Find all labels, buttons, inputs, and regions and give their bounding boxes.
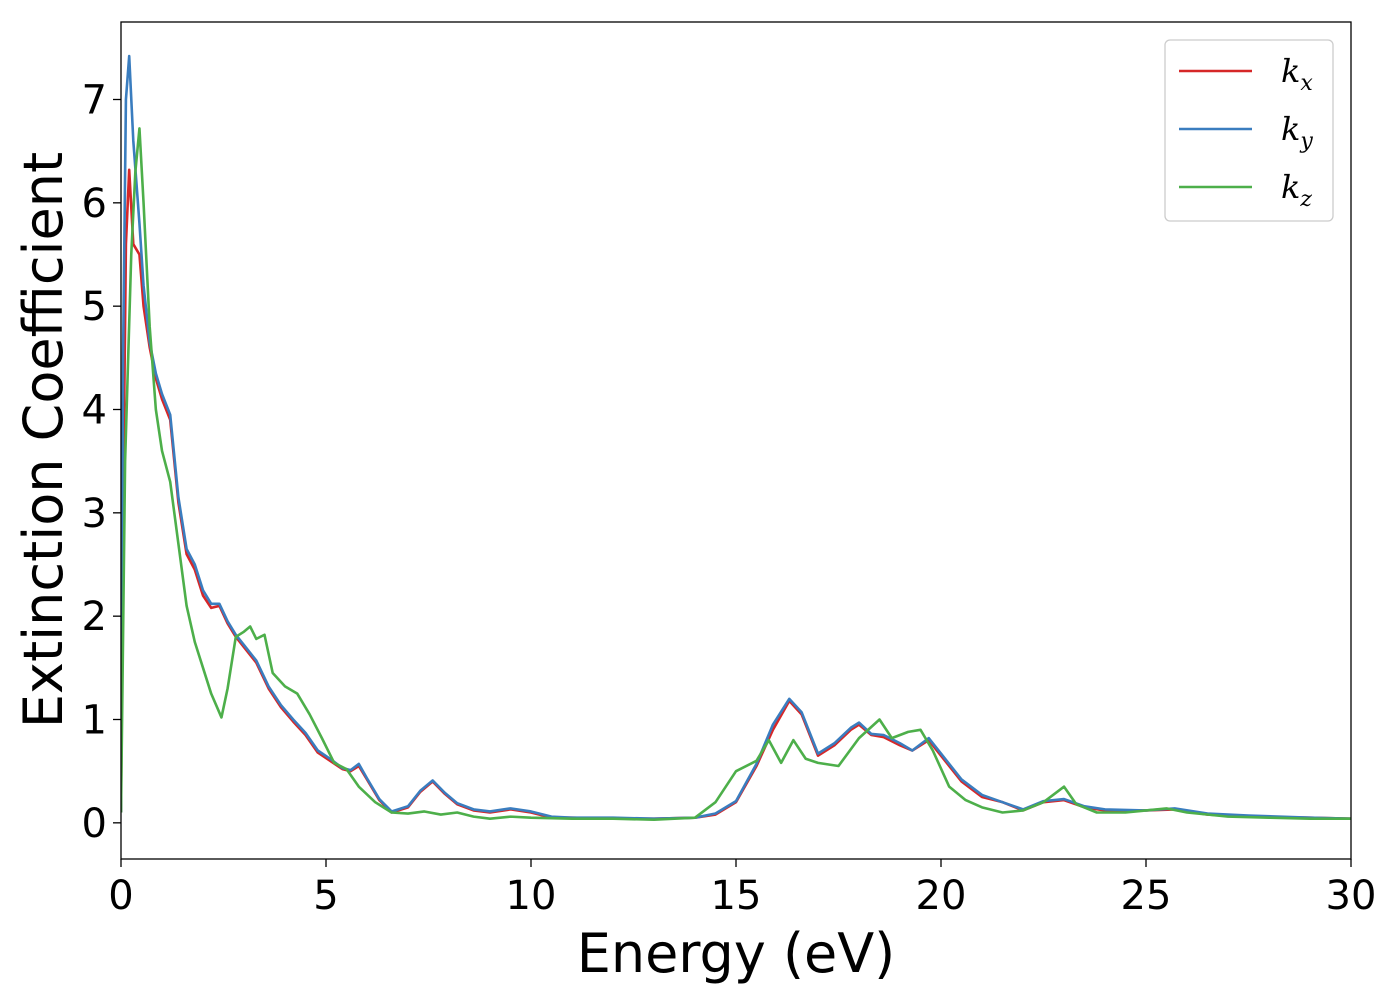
y-tick-label: 4 [82,388,107,434]
legend-box [1164,39,1334,222]
x-tick-label: 0 [108,873,133,919]
legend-label-k-x: kx [1281,52,1313,96]
legend-label-k-y: ky [1281,110,1313,154]
x-tick-label: 15 [711,873,762,919]
y-tick-label: 1 [82,698,107,744]
x-tick-label: 30 [1326,873,1377,919]
x-tick-label: 10 [506,873,557,919]
x-tick-label: 20 [916,873,967,919]
legend-subscript: y [1299,129,1313,154]
axes-layer: 0 5 10 15 20 25 30 0 1 2 3 4 5 6 7 [82,21,1377,919]
series-layer [121,54,1351,822]
series-line-k-y [121,54,1351,820]
y-tick-label: 7 [82,78,107,124]
x-tick-label: 5 [313,873,338,919]
legend-subscript: x [1300,71,1313,96]
x-axis-label: Energy (eV) [577,922,896,985]
series-line-k-x [121,168,1351,820]
y-tick-label: 6 [82,181,107,227]
legend-subscript: z [1299,187,1312,212]
y-tick-label: 3 [82,491,107,537]
series-line-k-z [121,127,1351,822]
x-tick-label: 25 [1121,873,1172,919]
y-axis-label: Extinction Coefficient [12,152,75,728]
y-tick-label: 5 [82,284,107,330]
y-tick-label: 0 [82,801,107,847]
y-tick-label: 2 [82,594,107,640]
